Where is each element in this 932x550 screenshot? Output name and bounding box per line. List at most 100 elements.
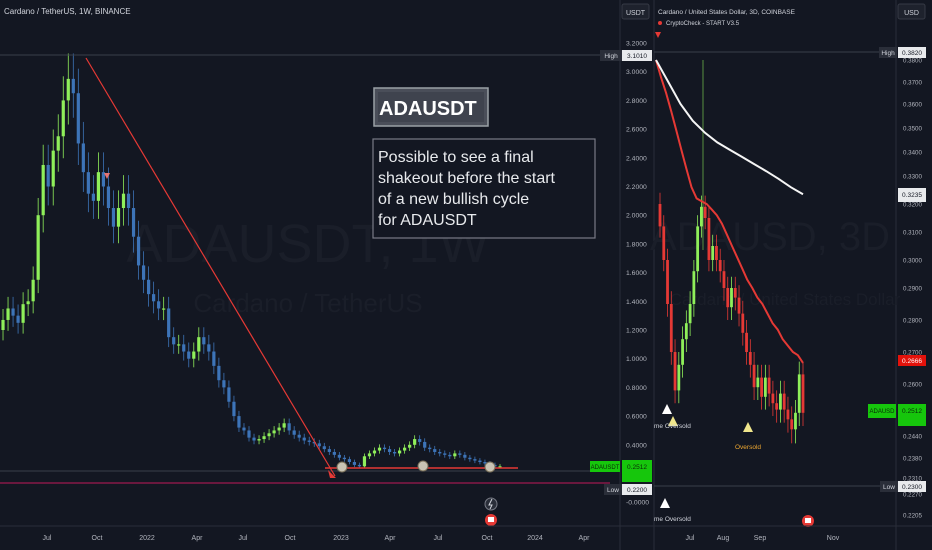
candle[interactable] xyxy=(86,172,90,194)
candle[interactable] xyxy=(172,337,176,345)
candle[interactable] xyxy=(677,364,681,391)
candle[interactable] xyxy=(302,437,306,441)
candle[interactable] xyxy=(11,308,15,316)
candle[interactable] xyxy=(131,208,136,237)
candle[interactable] xyxy=(673,352,677,391)
candle[interactable] xyxy=(790,419,794,430)
candle[interactable] xyxy=(26,301,30,305)
candle[interactable] xyxy=(398,450,402,454)
candle[interactable] xyxy=(217,365,221,381)
candle[interactable] xyxy=(428,447,432,450)
candle[interactable] xyxy=(41,164,45,216)
candle[interactable] xyxy=(367,453,372,457)
candle[interactable] xyxy=(362,456,367,467)
candle[interactable] xyxy=(317,443,321,447)
right-currency-button[interactable] xyxy=(897,3,926,20)
candle[interactable] xyxy=(337,454,341,458)
candle[interactable] xyxy=(715,246,718,260)
candle[interactable] xyxy=(741,313,745,333)
candle[interactable] xyxy=(347,459,351,463)
candle[interactable] xyxy=(322,446,326,450)
candle[interactable] xyxy=(257,439,261,441)
candle[interactable] xyxy=(801,374,805,413)
candle[interactable] xyxy=(779,393,782,410)
candle[interactable] xyxy=(332,451,336,455)
candle[interactable] xyxy=(152,294,156,302)
candle[interactable] xyxy=(36,215,40,280)
candle[interactable] xyxy=(212,351,216,366)
candle[interactable] xyxy=(392,451,397,454)
candle[interactable] xyxy=(752,364,756,388)
candle[interactable] xyxy=(76,93,80,144)
candle[interactable] xyxy=(418,439,422,442)
candle[interactable] xyxy=(458,453,462,455)
candle[interactable] xyxy=(46,164,50,187)
candle[interactable] xyxy=(797,374,801,413)
candle[interactable] xyxy=(342,457,346,460)
candle[interactable] xyxy=(372,450,377,454)
candle[interactable] xyxy=(357,464,362,467)
candle[interactable] xyxy=(722,271,726,288)
candle[interactable] xyxy=(242,427,246,431)
candle[interactable] xyxy=(760,377,764,397)
red-moving-average[interactable] xyxy=(655,59,804,364)
candle[interactable] xyxy=(756,377,760,388)
candle[interactable] xyxy=(272,430,276,434)
candle[interactable] xyxy=(202,337,206,345)
candle[interactable] xyxy=(267,433,271,437)
candle[interactable] xyxy=(1,319,5,330)
candle[interactable] xyxy=(730,288,733,308)
candle[interactable] xyxy=(147,279,151,295)
candle[interactable] xyxy=(237,416,241,428)
candle[interactable] xyxy=(121,193,126,209)
candle[interactable] xyxy=(786,409,790,420)
candle[interactable] xyxy=(468,457,472,460)
candle[interactable] xyxy=(382,447,387,450)
flash-icon[interactable] xyxy=(484,497,498,511)
candle[interactable] xyxy=(483,462,487,464)
candle[interactable] xyxy=(767,377,771,394)
candle[interactable] xyxy=(81,143,85,173)
candle[interactable] xyxy=(71,78,75,94)
candle[interactable] xyxy=(669,304,673,352)
candle[interactable] xyxy=(197,337,201,352)
candle[interactable] xyxy=(312,441,316,444)
candle[interactable] xyxy=(116,208,121,227)
candle[interactable] xyxy=(192,351,196,359)
candle[interactable] xyxy=(408,444,412,448)
candle[interactable] xyxy=(262,436,266,440)
candle[interactable] xyxy=(662,226,666,260)
candle[interactable] xyxy=(157,301,161,309)
candle[interactable] xyxy=(307,440,311,442)
candle[interactable] xyxy=(666,260,669,304)
candle[interactable] xyxy=(207,344,211,352)
candle[interactable] xyxy=(403,447,407,451)
candle[interactable] xyxy=(277,427,281,431)
candle[interactable] xyxy=(448,454,452,457)
candle[interactable] xyxy=(247,430,251,438)
candle[interactable] xyxy=(377,447,382,451)
candle[interactable] xyxy=(327,449,331,452)
candle[interactable] xyxy=(352,462,357,465)
candle[interactable] xyxy=(711,246,715,260)
candle[interactable] xyxy=(31,279,35,302)
candle[interactable] xyxy=(227,387,231,402)
candle[interactable] xyxy=(478,460,482,463)
candle[interactable] xyxy=(658,204,662,227)
candle[interactable] xyxy=(126,193,131,209)
candle[interactable] xyxy=(287,423,291,431)
note-box[interactable] xyxy=(372,138,596,239)
left-currency-button[interactable] xyxy=(621,3,650,20)
candle[interactable] xyxy=(111,208,116,227)
candle[interactable] xyxy=(707,218,711,260)
candle[interactable] xyxy=(292,430,296,435)
candle[interactable] xyxy=(696,226,700,272)
candle[interactable] xyxy=(252,437,256,441)
candle[interactable] xyxy=(463,454,467,458)
candle[interactable] xyxy=(187,351,191,359)
candle[interactable] xyxy=(771,393,775,404)
candle[interactable] xyxy=(703,206,707,218)
candle[interactable] xyxy=(96,172,100,201)
trend-line[interactable] xyxy=(85,57,336,477)
white-moving-average[interactable] xyxy=(655,59,804,196)
